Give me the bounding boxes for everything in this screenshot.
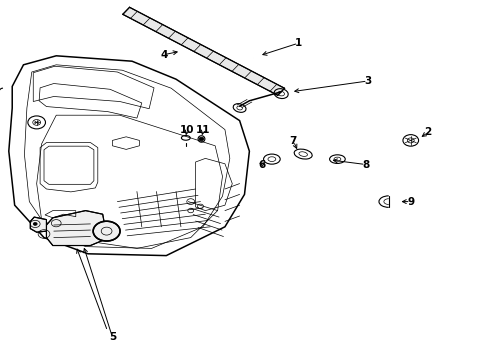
- Polygon shape: [30, 217, 46, 232]
- Circle shape: [33, 222, 37, 225]
- Text: 10: 10: [180, 125, 194, 135]
- Circle shape: [199, 137, 203, 141]
- Text: 11: 11: [196, 125, 210, 135]
- Text: 3: 3: [364, 76, 370, 86]
- Text: 5: 5: [109, 332, 116, 342]
- Text: 8: 8: [362, 159, 368, 170]
- Text: 7: 7: [289, 136, 297, 146]
- Polygon shape: [122, 7, 284, 95]
- Polygon shape: [46, 211, 105, 246]
- Text: 4: 4: [160, 50, 167, 60]
- Text: 2: 2: [424, 127, 430, 138]
- Text: 9: 9: [407, 197, 413, 207]
- Ellipse shape: [93, 221, 120, 241]
- Text: 6: 6: [258, 159, 264, 170]
- Text: 1: 1: [294, 38, 301, 48]
